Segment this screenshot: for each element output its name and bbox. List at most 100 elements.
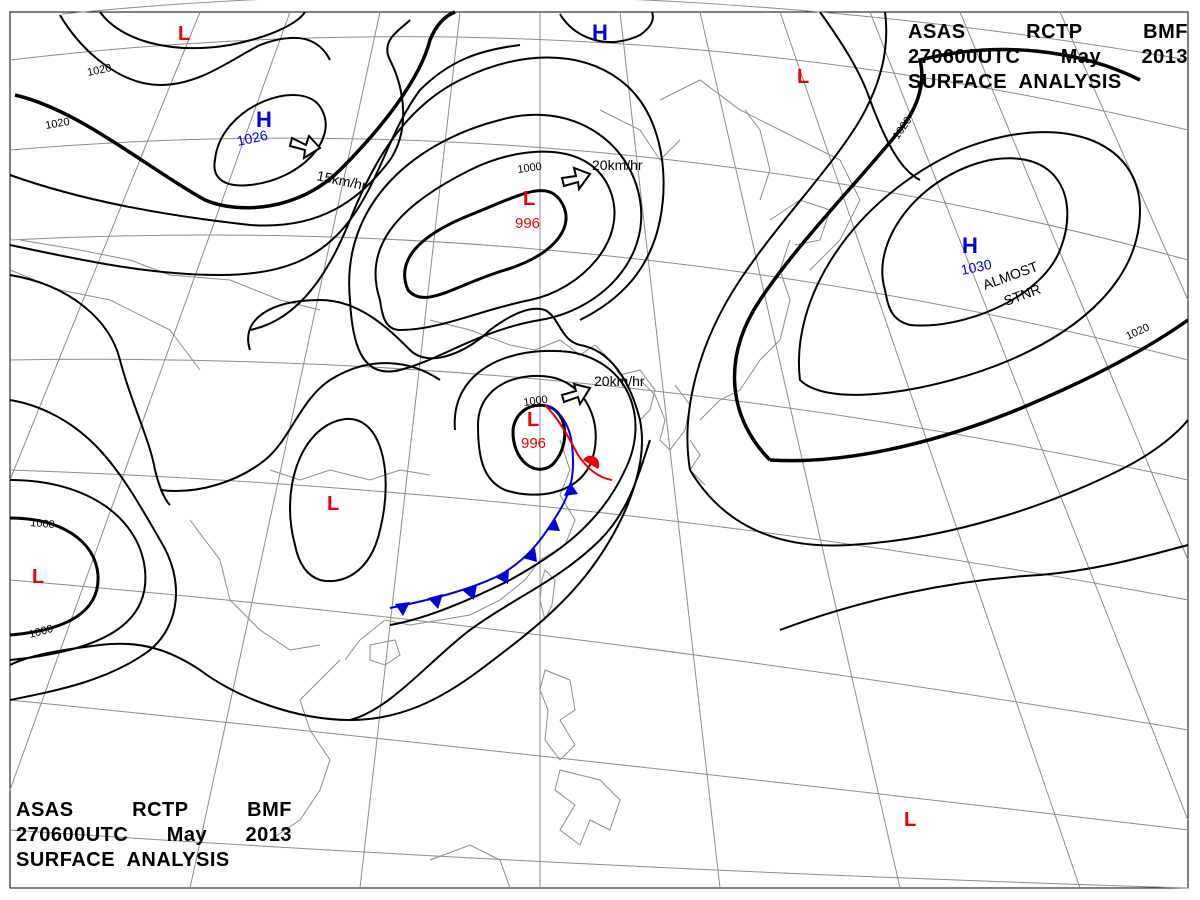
motion-arrow-icon: [288, 134, 322, 160]
title-block-top: ASAS RCTP BMF 270600UTC May 2013 SURFACE…: [908, 20, 1188, 95]
cold-front-triangle: [523, 548, 537, 562]
low-marker: L: [527, 409, 539, 431]
isobar-sw-ring-2: [9, 479, 147, 661]
high-marker: H: [962, 233, 978, 258]
border-inland-2: [269, 469, 431, 481]
motion-arrow-icon: [560, 382, 592, 407]
low-pressure-value: 996: [515, 215, 540, 232]
coast-japan-honshu: [699, 239, 791, 421]
high-marker: H: [592, 20, 608, 45]
motion-arrow-icon: [560, 166, 592, 192]
isobar-label: 1020: [44, 116, 70, 132]
title-block-bottom: ASAS RCTP BMF 270600UTC May 2013 SURFACE…: [16, 798, 292, 873]
isobar-ring-2: [249, 56, 665, 331]
title-line-2: 270600UTC May 2013: [908, 45, 1188, 70]
isobars: [9, 10, 1190, 722]
motion-label: 20km/hr: [592, 157, 643, 173]
coast-japan-kyushu: [689, 439, 706, 486]
footer-line-3: SURFACE ANALYSIS: [16, 848, 292, 873]
motion-arrows: [288, 134, 592, 407]
isobar-label: 1000: [523, 394, 549, 409]
coast-china-east: [344, 439, 576, 661]
footer-product: ASAS: [16, 799, 74, 821]
high-pressure-value: 1026: [235, 127, 269, 149]
isobar-lower-low-1000: [476, 374, 597, 496]
title-code: BMF: [1143, 21, 1188, 43]
isobar-ring-1: [348, 113, 643, 373]
warm-front-semicircle: [583, 455, 600, 469]
isobar-label: 1000: [30, 517, 55, 531]
isobar-sw-low-1000: [9, 516, 100, 637]
isobar-west-band: [9, 44, 521, 277]
isobar-sw-outer: [9, 399, 177, 701]
low-marker: L: [178, 23, 190, 45]
isobar-east-outer-2: [689, 419, 1189, 547]
cold-front-triangle: [564, 482, 578, 496]
isobar-label: 1020: [86, 62, 112, 79]
motion-label: 20km/hr: [594, 373, 645, 389]
footer-code: BMF: [247, 799, 292, 821]
coast-sakhalin: [744, 109, 771, 201]
isobar-lower-ring-2: [389, 349, 637, 626]
title-analysis: SURFACE ANALYSIS: [908, 71, 1122, 93]
isobar-west-low: [289, 417, 387, 583]
isobar-east-1020: [732, 47, 1141, 462]
isobar-label: 1000: [517, 161, 543, 176]
title-month: May: [1060, 46, 1102, 68]
title-product: ASAS: [908, 21, 966, 43]
coast-hainan: [369, 639, 401, 666]
isobar-central-inner: [159, 362, 441, 492]
low-marker: L: [797, 66, 809, 88]
border-inland-1: [19, 239, 321, 311]
coast-indochina: [269, 659, 341, 841]
title-station: RCTP: [1026, 21, 1083, 43]
footer-station: RCTP: [132, 799, 189, 821]
footer-month: May: [166, 824, 208, 846]
low-marker: L: [904, 809, 916, 831]
title-line-1: ASAS RCTP BMF: [908, 20, 1188, 45]
cold-front-triangle: [428, 594, 443, 609]
isobar-top-left: [99, 11, 306, 50]
isobar-nw-1020: [14, 10, 456, 210]
pressure-systems: L H H 1026 L L 996 H 1030 L 996 L L L: [32, 20, 993, 831]
footer-year: 2013: [245, 824, 292, 846]
title-time: 270600UTC: [908, 46, 1021, 68]
low-marker: L: [523, 188, 535, 210]
isobar-nw-band: [9, 19, 411, 227]
cold-front-triangle: [546, 518, 560, 531]
isobar-upper-low-996: [403, 189, 568, 299]
low-pressure-value: 996: [521, 435, 546, 452]
isobar-west-outer: [9, 274, 171, 506]
cold-front-triangle: [395, 602, 410, 616]
cold-front-triangle: [462, 585, 477, 600]
isobar-east-outer: [686, 11, 888, 471]
coast-kamchatka-sea: [659, 79, 861, 271]
isobar-east-1020-south: [769, 318, 1190, 463]
coast-north-1: [599, 109, 681, 161]
coast-taiwan: [539, 569, 556, 622]
isobar-north-high-top: [559, 11, 654, 43]
isobar-mid-south: [349, 439, 651, 721]
high-pressure-value: 1030: [959, 256, 993, 278]
footer-analysis: SURFACE ANALYSIS: [16, 849, 230, 871]
coast-china-north: [429, 319, 656, 421]
coast-borneo: [429, 844, 511, 889]
border-inland-3: [189, 519, 321, 651]
footer-line-2: 270600UTC May 2013: [16, 823, 292, 848]
low-marker: L: [327, 493, 339, 515]
title-line-3: SURFACE ANALYSIS: [908, 70, 1188, 95]
isobar-upper-low-1000: [374, 150, 616, 332]
map-frame: [9, 11, 1189, 889]
coastlines: [9, 79, 861, 889]
footer-line-1: ASAS RCTP BMF: [16, 798, 292, 823]
title-year: 2013: [1141, 46, 1188, 68]
warm-front: [544, 404, 613, 481]
isobar-ne-ring: [819, 11, 921, 181]
isobar-high-nw-inner: [213, 93, 327, 187]
footer-time: 270600UTC: [16, 824, 129, 846]
isobar-lower-low-996: [511, 403, 567, 471]
cold-front-triangle: [495, 569, 509, 584]
isobar-se-1020-east: [779, 544, 1189, 631]
isobar-nw-outer: [59, 14, 331, 87]
